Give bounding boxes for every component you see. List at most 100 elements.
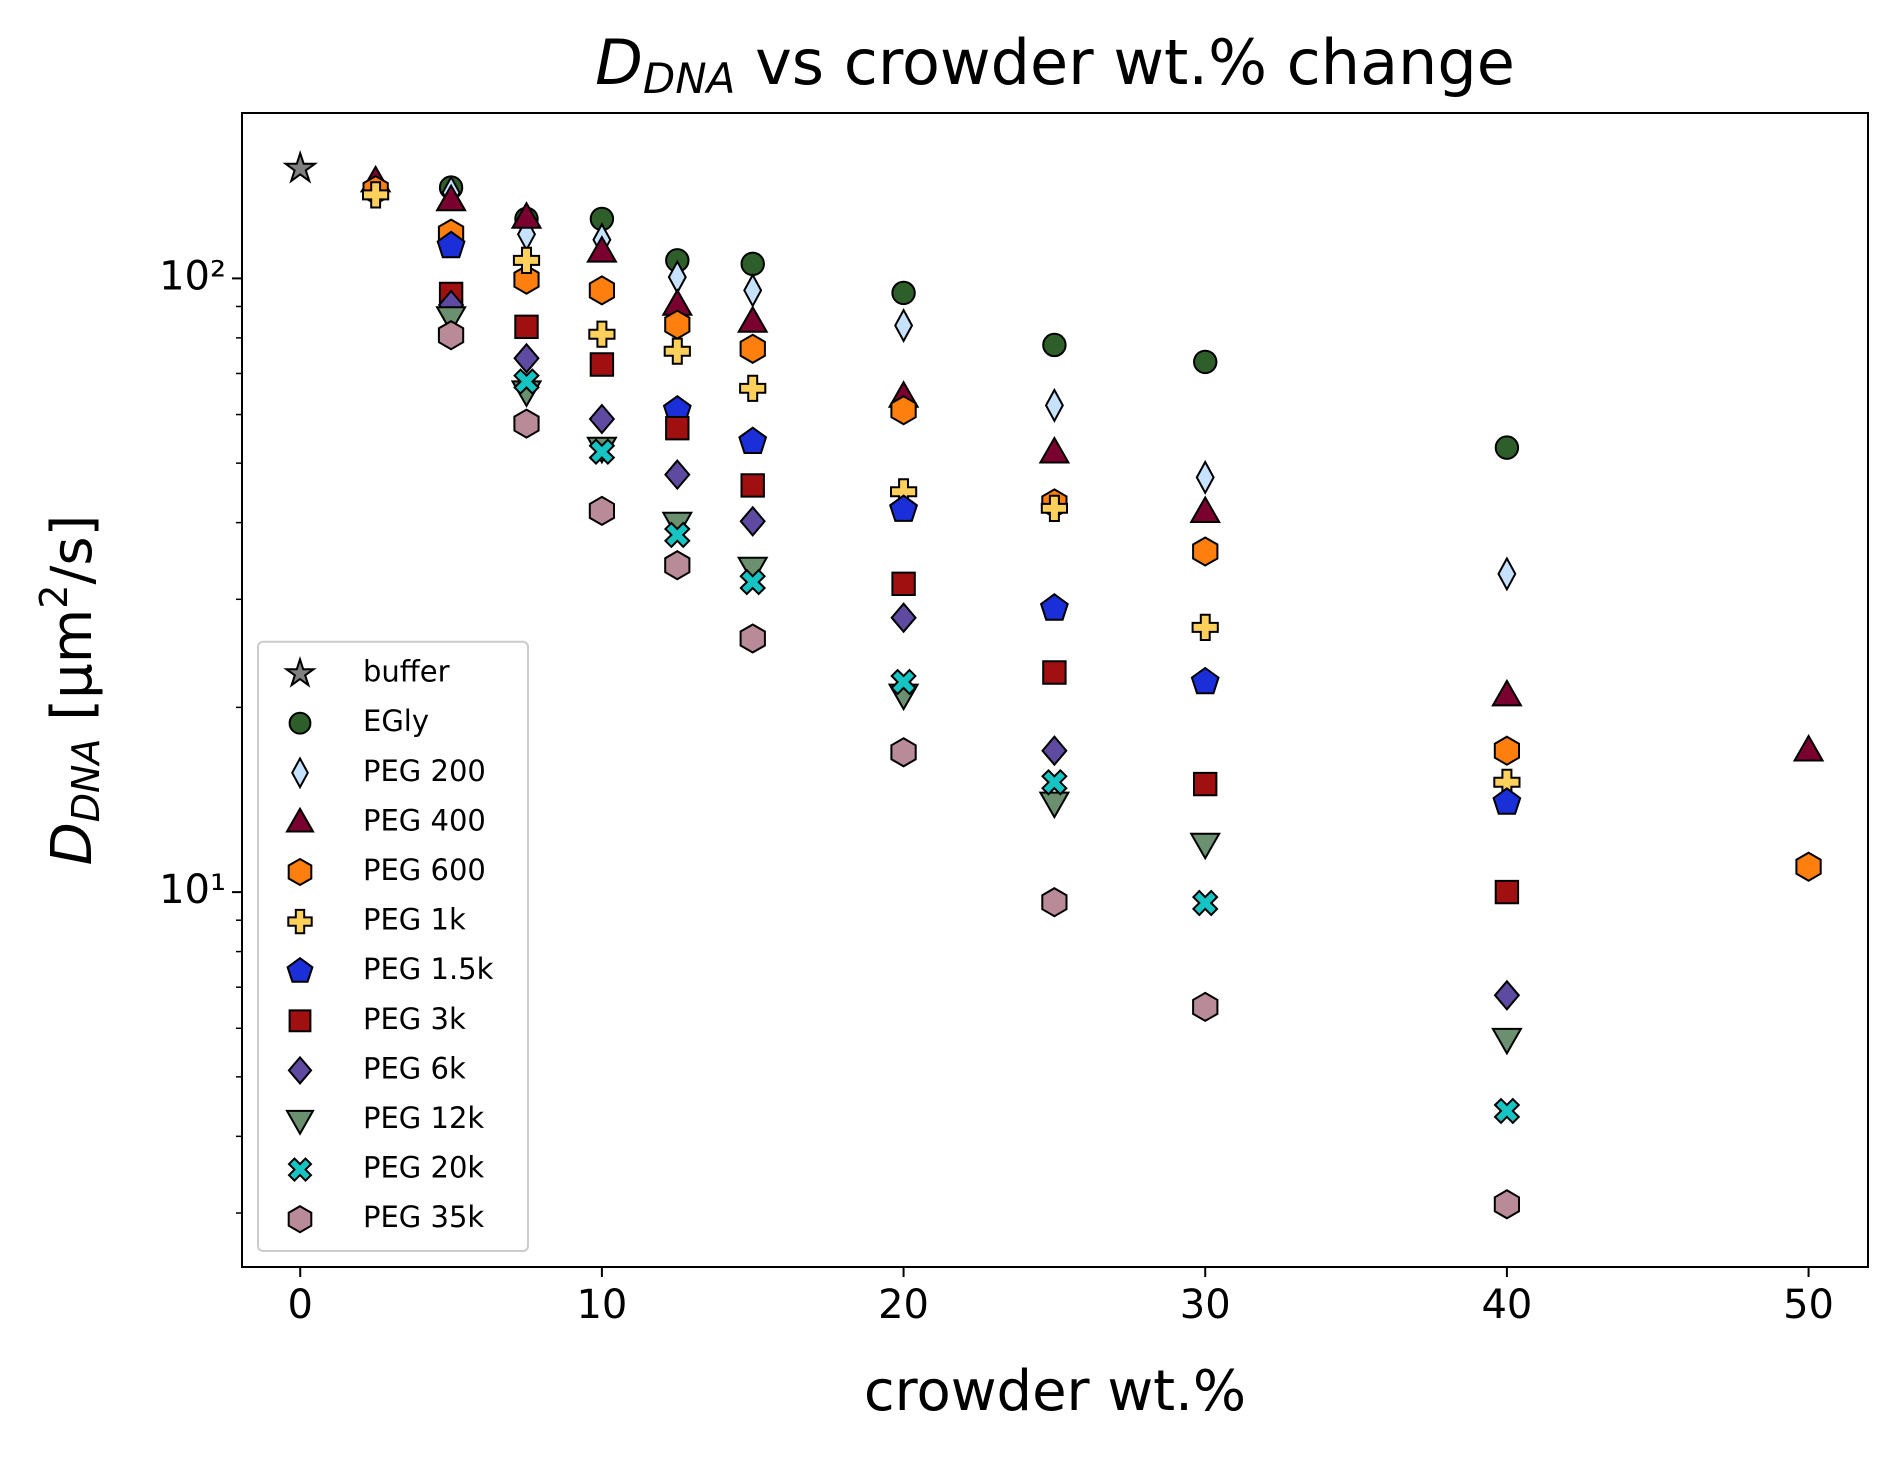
ylabel-end: /s]: [40, 515, 105, 585]
data-point: [891, 280, 916, 306]
data-point: [890, 602, 917, 634]
title-sub: DNA: [643, 54, 736, 103]
data-point: [588, 275, 615, 306]
data-point: [588, 320, 616, 348]
ylabel-sup: 2: [32, 585, 76, 609]
data-point: [1041, 887, 1068, 918]
data-point: [739, 505, 766, 537]
data-point: [1491, 678, 1523, 707]
data-point: [890, 395, 917, 426]
legend-label: PEG 12k: [363, 1101, 484, 1135]
legend-label: PEG 1k: [363, 903, 466, 937]
data-point: [435, 183, 467, 212]
data-point: [889, 494, 919, 522]
legend-marker: [287, 1205, 313, 1234]
title-rest: vs crowder wt.% change: [735, 26, 1514, 99]
data-point: [739, 623, 766, 654]
data-point: [1190, 666, 1220, 695]
data-point: [1195, 459, 1215, 495]
data-point: [588, 495, 615, 527]
data-point: [513, 342, 540, 374]
data-point: [589, 352, 615, 377]
data-point: [1497, 556, 1517, 592]
data-point: [739, 333, 766, 364]
legend-label: PEG 20k: [363, 1151, 484, 1185]
ylabel-main: D: [40, 822, 105, 865]
y-tick-label: 10²: [159, 253, 226, 299]
data-point: [435, 306, 467, 334]
data-point: [1193, 349, 1218, 375]
data-point: [513, 368, 540, 395]
data-point: [663, 521, 691, 549]
data-point: [1192, 991, 1219, 1023]
data-point: [510, 201, 543, 229]
data-point: [1494, 435, 1520, 460]
legend-marker: [287, 908, 313, 935]
data-point: [736, 305, 769, 333]
x-tick-label: 30: [1180, 1282, 1231, 1328]
data-point: [1493, 1097, 1521, 1125]
ylabel-unit: [μm: [40, 609, 105, 739]
x-axis-label: crowder wt.%: [864, 1359, 1246, 1424]
data-point: [362, 181, 390, 209]
data-point: [1040, 494, 1068, 522]
legend-marker: [283, 656, 317, 688]
data-point: [513, 408, 540, 439]
data-point: [588, 438, 616, 466]
title-main: D: [595, 26, 643, 99]
data-point: [1192, 536, 1219, 567]
data-point: [891, 571, 916, 596]
legend-label: PEG 35k: [363, 1200, 484, 1234]
data-point: [588, 403, 616, 435]
data-point: [1038, 435, 1071, 464]
legend-marker: [285, 806, 315, 833]
data-point: [665, 416, 690, 441]
plot-frame: [241, 112, 1869, 1268]
data-point: [1191, 613, 1219, 641]
legend-label: PEG 400: [363, 803, 486, 837]
data-point: [1044, 387, 1064, 423]
legend-label: PEG 6k: [363, 1051, 466, 1085]
data-point: [739, 568, 767, 596]
data-point: [514, 314, 539, 339]
data-point: [740, 473, 765, 498]
legend-marker: [286, 956, 314, 983]
data-point: [664, 550, 691, 581]
data-point: [1189, 832, 1221, 861]
legend-marker: [287, 857, 313, 887]
data-point: [513, 264, 540, 295]
x-tick-label: 10: [576, 1282, 627, 1328]
data-point: [1191, 889, 1219, 917]
data-point: [586, 235, 618, 263]
data-point: [1491, 1027, 1523, 1056]
data-point: [1493, 1189, 1520, 1220]
data-point: [1492, 787, 1522, 815]
x-tick-label: 50: [1783, 1282, 1834, 1328]
data-point: [512, 246, 541, 274]
data-point: [437, 320, 465, 351]
data-point: [739, 374, 767, 402]
data-point: [1493, 979, 1521, 1011]
legend-label: PEG 600: [363, 853, 486, 887]
legend-marker: [288, 711, 312, 735]
data-point: [743, 272, 763, 308]
data-point: [1041, 735, 1068, 767]
data-point: [1795, 851, 1822, 882]
data-point: [1039, 593, 1069, 621]
legend-marker: [287, 1055, 313, 1085]
data-point: [436, 230, 466, 259]
legend-marker: [288, 1009, 312, 1033]
legend-box: [257, 640, 529, 1252]
data-point: [1041, 768, 1068, 796]
x-tick-label: 0: [287, 1282, 312, 1328]
data-point: [664, 309, 691, 340]
data-point: [663, 337, 691, 365]
data-point: [1189, 495, 1221, 523]
data-point: [1038, 791, 1071, 820]
data-point: [1493, 735, 1520, 766]
data-point: [1193, 771, 1218, 797]
plot-points: [282, 149, 1825, 1220]
legend-label: buffer: [363, 655, 450, 689]
legend-label: PEG 200: [363, 754, 486, 788]
